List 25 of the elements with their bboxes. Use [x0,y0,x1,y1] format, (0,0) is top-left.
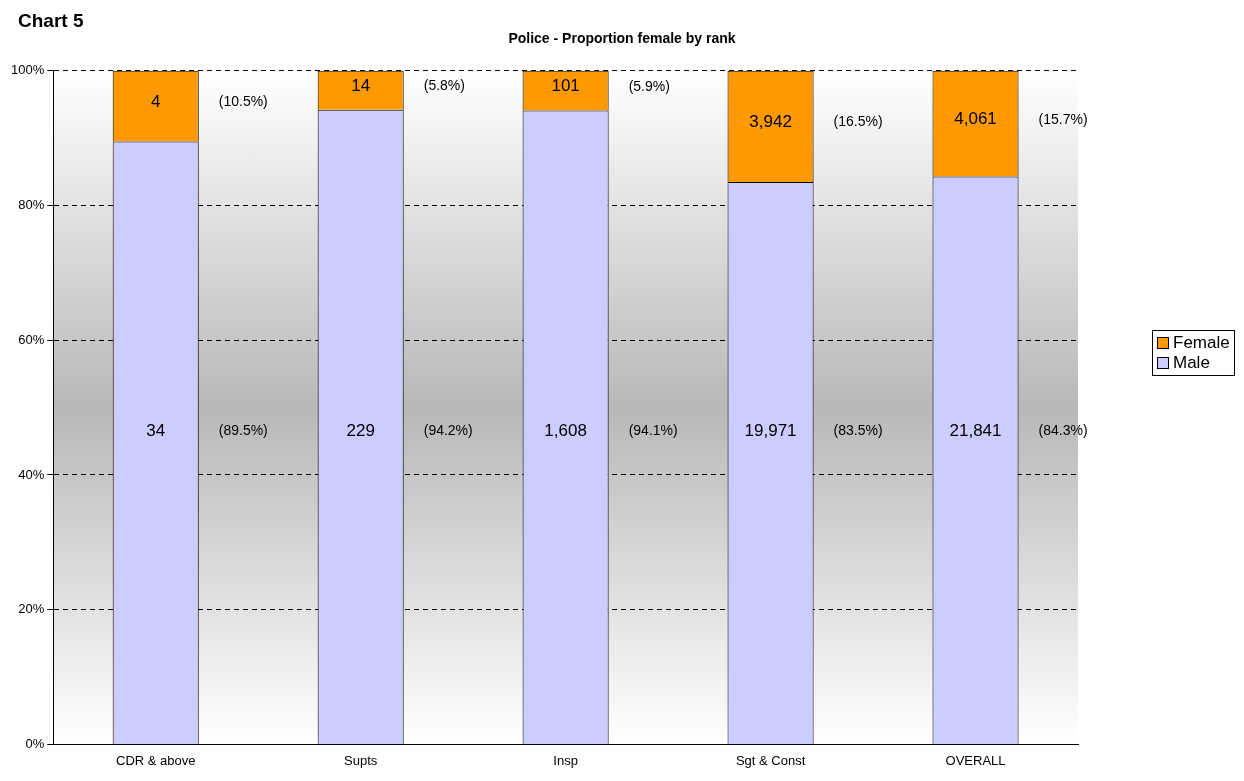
y-tick-label: 20% [18,601,45,617]
legend-label: Female [1173,333,1230,353]
y-tick-label: 60% [18,331,45,347]
text: 19,971 (83.5%) [744,420,883,440]
y-tick-label: 80% [18,197,45,213]
x-tick-label: OVERALL [945,752,1006,768]
x-tick-label: Insp [553,752,578,768]
text: 34 (89.5%) [146,420,268,440]
text: 4 (10.5%) [150,91,268,111]
text: 4,061 (15.7%) [954,109,1088,129]
y-tick-label: 40% [18,466,45,482]
text: 21,841 (84.3%) [949,420,1088,440]
text: 101 (5.9%) [551,76,670,96]
y-tick-label: 0% [25,735,45,751]
y-tick-label: 100% [11,62,45,78]
chart-title: Chart 5 [18,10,84,32]
text: 3,942 (16.5%) [749,112,883,132]
chart-subtitle: Police - Proportion female by rank [507,30,737,46]
x-tick-label: Supts [344,752,378,768]
x-tick-label: Sgt & Const [735,752,806,768]
text: 229 (94.2%) [346,420,473,440]
text: Male [1173,353,1210,373]
text: 14 (5.8%) [351,76,465,96]
x-tick-label: CDR & above [115,752,196,768]
text: 1,608 (94.1%) [544,420,678,440]
